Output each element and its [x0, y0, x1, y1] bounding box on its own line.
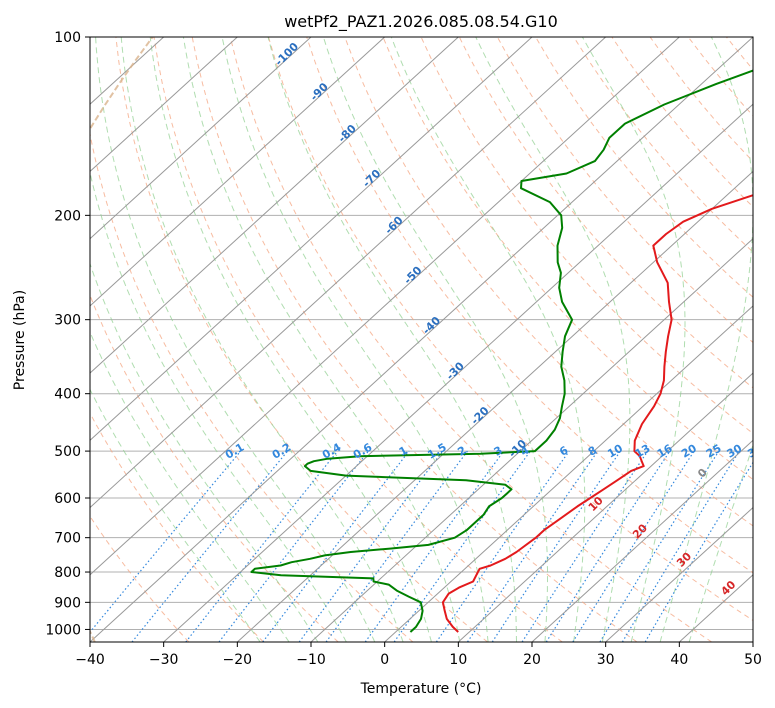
dry-adiabat-line	[90, 412, 264, 642]
moist-adiabat-line	[90, 262, 319, 642]
y-tick-label: 700	[54, 531, 81, 547]
isotherm-line	[90, 37, 386, 307]
pressure-gridlines	[90, 37, 753, 630]
isotherm-line	[90, 37, 680, 576]
x-tick-label: −10	[296, 652, 326, 668]
profile-series	[250, 69, 753, 633]
moist-adiabat-line	[688, 443, 753, 642]
mixing-ratio-line	[262, 450, 410, 642]
mixing-ratio-line	[521, 450, 649, 642]
mixing-ratio-line	[185, 450, 339, 642]
y-axis: 100 200 300 400 500 600 700 800 900 1000	[45, 30, 90, 638]
chart-title: wetPf2_PAZ1.2026.085.08.54.G10	[284, 12, 558, 32]
x-tick-label: −40	[75, 652, 105, 668]
y-tick-label: 200	[54, 208, 81, 224]
isotherm-line	[90, 37, 459, 374]
dry-adiabat-line	[90, 293, 339, 642]
y-axis-title: Pressure (hPa)	[12, 290, 28, 390]
temperature-profile	[441, 194, 753, 633]
dry-adiabat-line	[153, 37, 563, 642]
y-tick-label: 100	[54, 30, 81, 46]
moist-adiabat-line	[149, 37, 432, 642]
x-tick-label: 30	[597, 652, 615, 668]
moist-adiabat-line	[90, 388, 261, 642]
dry-adiabat-line	[268, 37, 753, 622]
dry-adiabat-line	[458, 37, 753, 389]
moist-adiabat-line	[90, 330, 290, 642]
moist-adiabats	[90, 37, 753, 642]
isotherm-line	[605, 506, 753, 642]
isotherm-line	[90, 37, 533, 442]
y-tick-label: 600	[54, 491, 81, 507]
x-tick-label: 0	[380, 652, 389, 668]
y-tick-label: 300	[54, 313, 81, 329]
mixing-ratio-line	[545, 450, 671, 642]
mixing-ratio-line	[325, 450, 468, 642]
dry-adiabat-line	[115, 37, 488, 642]
isotherms	[90, 37, 753, 642]
dry-adiabat-line	[496, 37, 753, 344]
x-axis: −40 −30 −20 −10 0 10 20 30 40 50	[75, 642, 762, 668]
dry-adiabat-line	[306, 37, 753, 574]
moist-adiabat-line	[221, 37, 489, 642]
isotherm-line	[236, 170, 753, 642]
x-axis-title: Temperature (°C)	[360, 681, 482, 697]
mixing-ratio-line	[572, 450, 695, 642]
x-tick-label: 10	[449, 652, 467, 668]
dewpoint-profile	[250, 69, 753, 633]
moist-adiabat-line	[90, 170, 347, 642]
moist-adiabat-line	[120, 37, 404, 642]
x-tick-label: 50	[744, 652, 762, 668]
mixing-ratio-line	[364, 450, 505, 642]
dry-adiabat-line	[90, 515, 190, 642]
plot-area: 0.10.20.40.611.52346810131620253036-100-…	[90, 37, 765, 642]
x-tick-label: 20	[523, 652, 541, 668]
mixing-ratio-line	[466, 450, 599, 642]
isotherm-line	[90, 37, 607, 509]
y-tick-label: 400	[54, 387, 81, 403]
mixing-ratio-line	[621, 450, 740, 642]
y-tick-label: 800	[54, 565, 81, 581]
plot-frame	[89, 36, 754, 643]
mixing-ratio-line	[298, 450, 444, 642]
isotherm-line	[90, 37, 238, 173]
x-tick-label: −30	[149, 652, 179, 668]
moist-adiabat-line	[267, 37, 517, 642]
mixing-ratio-line	[491, 450, 621, 642]
moist-adiabat-line	[659, 37, 753, 642]
isotherm-line	[90, 37, 753, 642]
dry-adiabat-line	[191, 37, 638, 642]
isotherm-line	[310, 237, 753, 642]
mixing-ratio-line	[131, 450, 289, 642]
mixing-ratio-line	[90, 450, 242, 633]
moist-adiabat-line	[322, 37, 548, 642]
y-tick-label: 500	[54, 444, 81, 460]
isotherm-line	[384, 305, 753, 642]
x-tick-label: −20	[223, 652, 253, 668]
moist-adiabat-line	[95, 37, 376, 642]
moist-adiabat-line	[182, 37, 461, 642]
mixing-ratio-line	[435, 450, 570, 642]
moist-adiabat-line	[475, 37, 631, 642]
x-tick-label: 40	[670, 652, 688, 668]
mixing-ratio-lines	[90, 450, 753, 642]
isotherm-line	[457, 372, 753, 642]
y-tick-label: 1000	[45, 622, 81, 638]
isotherm-line	[163, 103, 753, 642]
moist-adiabat-line	[581, 37, 686, 642]
y-tick-label: 900	[54, 595, 81, 611]
isotherm-line	[531, 439, 753, 642]
isotherm-line	[90, 37, 312, 240]
mixing-ratio-label: 36	[745, 442, 765, 461]
